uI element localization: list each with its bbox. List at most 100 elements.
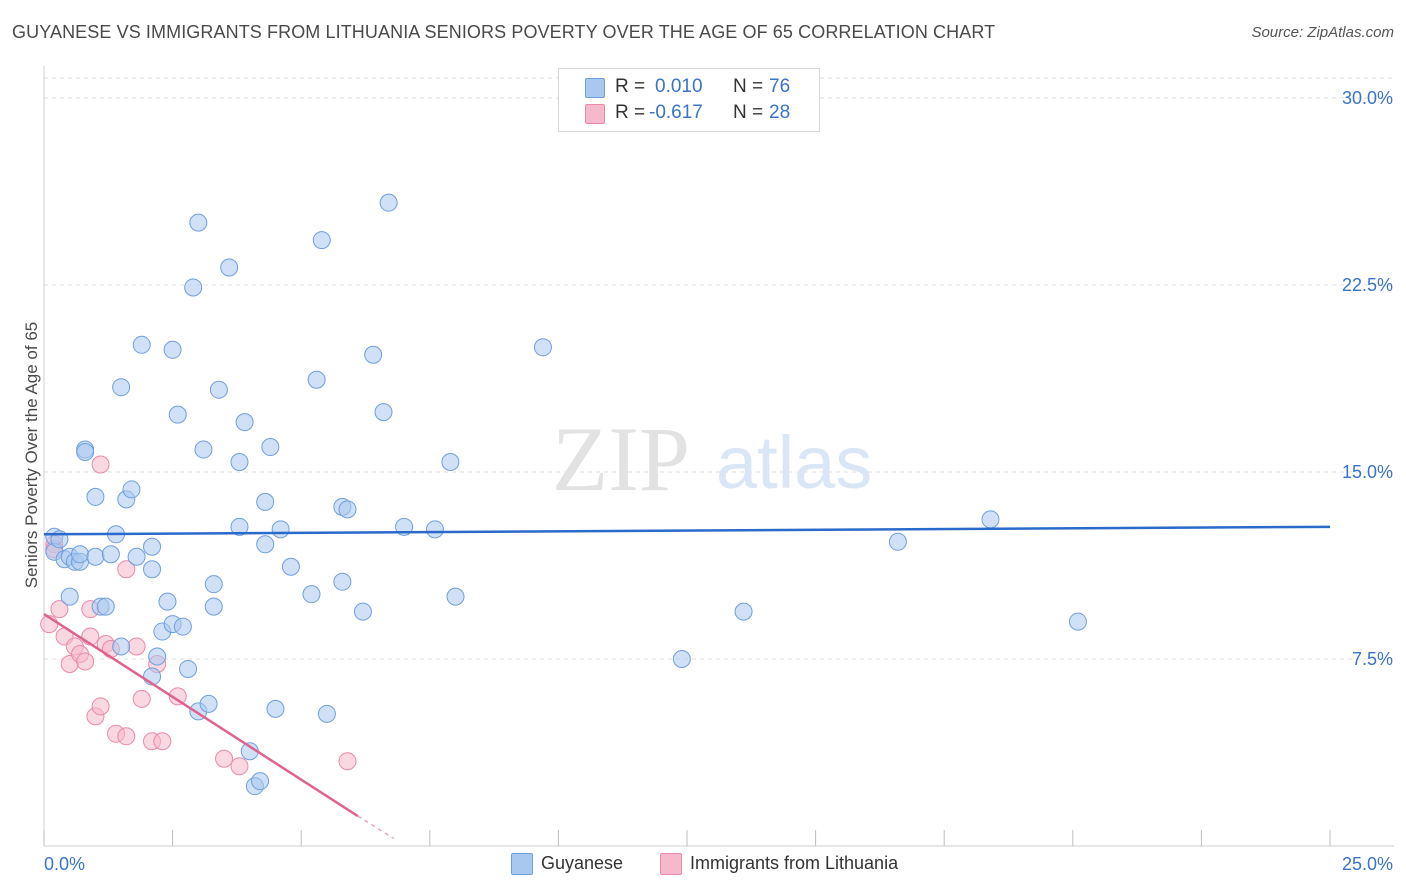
data-point-guyanese: [86, 547, 105, 566]
data-point-guyanese: [256, 535, 275, 554]
series-lithuania-points: [40, 455, 357, 776]
legend-swatch-pink: [585, 104, 605, 124]
data-point-guyanese: [86, 487, 105, 506]
data-point-guyanese: [199, 694, 218, 713]
data-point-guyanese: [235, 413, 254, 432]
data-point-guyanese: [307, 370, 326, 389]
data-point-guyanese: [261, 438, 280, 457]
data-point-guyanese: [230, 517, 249, 536]
data-point-guyanese: [194, 440, 213, 459]
legend-swatch-blue: [585, 78, 605, 98]
data-point-guyanese: [271, 520, 290, 539]
data-point-guyanese: [112, 637, 131, 656]
data-point-lithuania: [127, 637, 146, 656]
data-point-lithuania: [91, 455, 110, 474]
legend-n-label: N =: [733, 102, 764, 123]
data-point-lithuania: [338, 752, 357, 771]
data-point-guyanese: [173, 617, 192, 636]
data-point-guyanese: [163, 340, 182, 359]
legend-r-value: 0.010: [655, 76, 703, 97]
data-point-lithuania: [76, 652, 95, 671]
data-point-guyanese: [302, 585, 321, 604]
bottom-legend-swatch-pink: [660, 853, 682, 875]
data-point-guyanese: [76, 443, 95, 462]
data-point-lithuania: [50, 600, 69, 619]
data-point-guyanese: [71, 545, 90, 564]
data-point-guyanese: [184, 278, 203, 297]
data-point-guyanese: [672, 649, 691, 668]
legend-r-label: R =: [615, 102, 646, 123]
data-point-guyanese: [353, 602, 372, 621]
data-point-lithuania: [230, 757, 249, 776]
data-point-guyanese: [1068, 612, 1087, 631]
trend-line-lithuania: [43, 613, 359, 818]
watermark-atlas: atlas: [716, 421, 872, 504]
legend-n-value: 76: [769, 76, 791, 97]
data-point-guyanese: [209, 380, 228, 399]
bottom-legend-label: Guyanese: [541, 853, 624, 873]
data-point-guyanese: [266, 699, 285, 718]
y-axis-label: Seniors Poverty Over the Age of 65: [22, 321, 41, 589]
data-point-lithuania: [117, 727, 136, 746]
tick-labels: 7.5% 15.0% 22.5% 30.0% 0.0% 25.0%: [44, 88, 1393, 874]
data-point-guyanese: [446, 587, 465, 606]
chart-source: Source: ZipAtlas.com: [1251, 24, 1394, 41]
data-point-guyanese: [364, 345, 383, 364]
data-point-lithuania: [215, 749, 234, 768]
data-point-guyanese: [179, 659, 198, 678]
data-point-guyanese: [281, 557, 300, 576]
data-point-guyanese: [112, 378, 131, 397]
data-point-lithuania: [153, 732, 172, 751]
series-guyanese-points: [45, 193, 1087, 796]
grid-layer: [44, 77, 1394, 660]
data-point-lithuania: [132, 689, 151, 708]
data-point-guyanese: [888, 532, 907, 551]
data-point-guyanese: [251, 772, 270, 791]
data-point-guyanese: [148, 647, 167, 666]
data-point-guyanese: [379, 193, 398, 212]
data-point-guyanese: [374, 403, 393, 422]
data-point-guyanese: [425, 520, 444, 539]
data-point-guyanese: [312, 231, 331, 250]
x-tick-label: 25.0%: [1342, 854, 1393, 874]
trend-lines: [43, 525, 1331, 840]
y-tick-label: 30.0%: [1342, 88, 1393, 108]
data-point-lithuania: [168, 687, 187, 706]
data-point-guyanese: [317, 704, 336, 723]
data-point-guyanese: [333, 572, 352, 591]
y-tick-label: 22.5%: [1342, 275, 1393, 295]
data-point-guyanese: [127, 547, 146, 566]
data-point-guyanese: [96, 597, 115, 616]
data-point-guyanese: [338, 500, 357, 519]
data-point-guyanese: [220, 258, 239, 277]
data-point-guyanese: [256, 492, 275, 511]
data-point-guyanese: [533, 338, 552, 357]
data-point-guyanese: [441, 453, 460, 471]
legend-n-value: 28: [769, 102, 791, 123]
data-point-guyanese: [143, 537, 162, 556]
data-point-guyanese: [981, 510, 1000, 529]
data-point-guyanese: [60, 587, 79, 606]
data-point-guyanese: [168, 405, 187, 424]
data-point-guyanese: [143, 560, 162, 579]
correlation-legend: R = 0.010 N = 76 R = -0.617 N = 28: [558, 68, 820, 132]
data-point-guyanese: [204, 575, 223, 594]
axes-layer: [43, 66, 1394, 847]
legend-r-value: -0.617: [649, 102, 703, 123]
bottom-legend-label: Immigrants from Lithuania: [690, 853, 899, 873]
data-point-guyanese: [230, 453, 249, 471]
legend-r-label: R =: [615, 76, 646, 97]
trend-line-lithuania-extension: [357, 815, 395, 840]
data-point-guyanese: [101, 545, 120, 564]
data-point-guyanese: [734, 602, 753, 621]
y-tick-label: 7.5%: [1352, 649, 1393, 669]
data-point-lithuania: [117, 560, 136, 579]
y-tick-label: 15.0%: [1342, 462, 1393, 482]
data-point-guyanese: [132, 335, 151, 354]
bottom-legend-swatch-blue: [511, 853, 533, 875]
chart-title: GUYANESE VS IMMIGRANTS FROM LITHUANIA SE…: [12, 22, 996, 42]
data-point-guyanese: [189, 213, 208, 232]
data-point-guyanese: [122, 480, 141, 499]
data-point-lithuania: [91, 697, 110, 716]
